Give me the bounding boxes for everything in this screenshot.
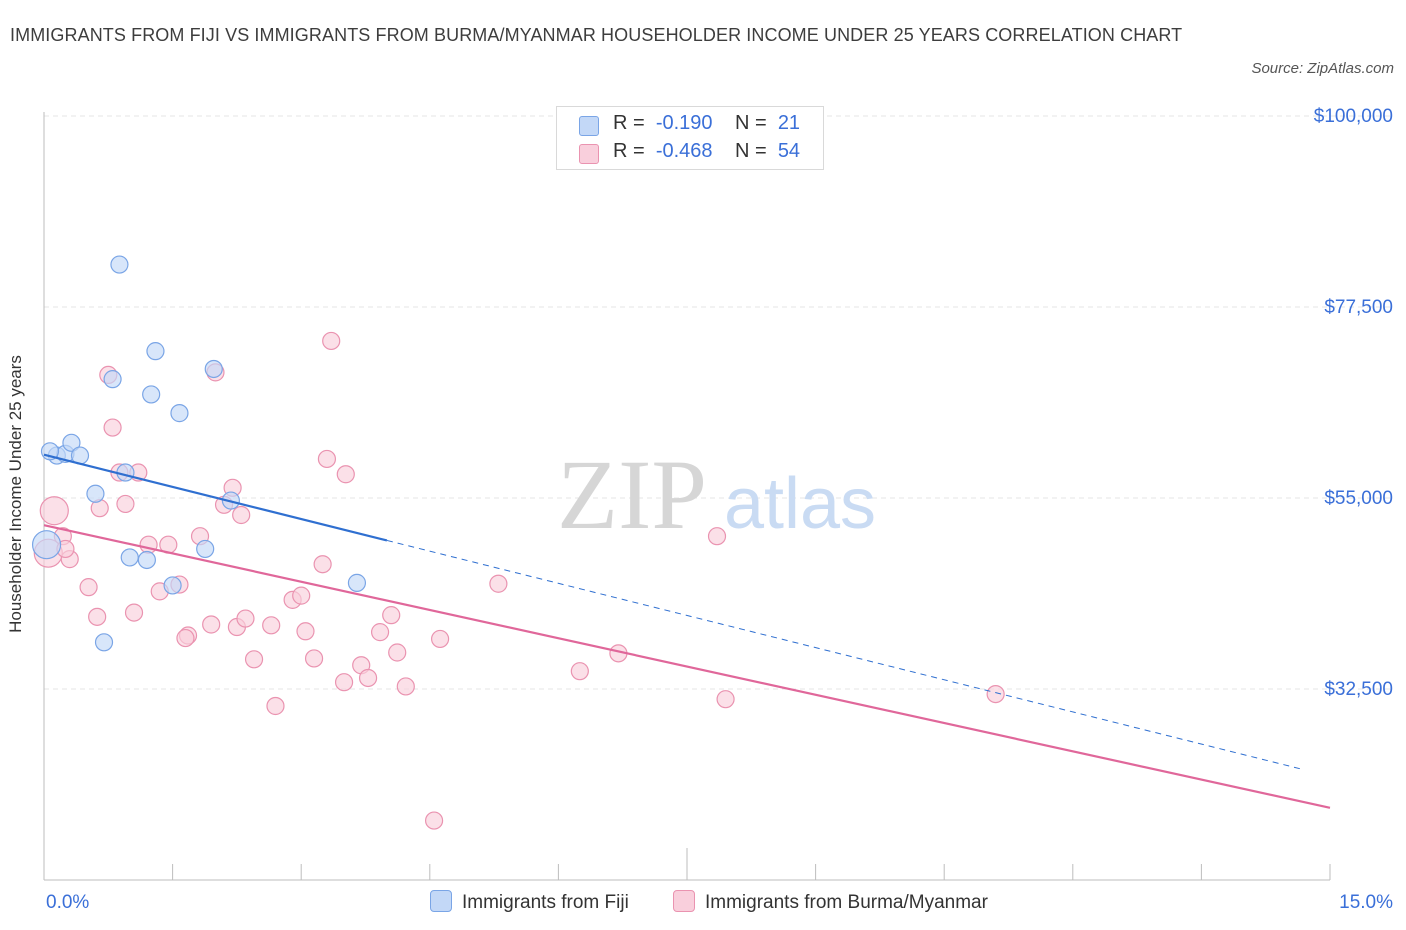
y-tick-label: $77,500 <box>1324 297 1393 318</box>
watermark-layer: ZIP atlas <box>557 439 876 550</box>
point-burma-43 <box>396 677 415 696</box>
point-fiji-11 <box>137 550 156 570</box>
point-burma-32 <box>304 649 324 668</box>
point-fiji-14 <box>163 576 182 595</box>
legend-swatch-burma <box>579 144 599 164</box>
point-burma-46 <box>489 574 508 593</box>
point-burma-39 <box>358 668 378 688</box>
point-burma-4 <box>79 578 98 597</box>
point-burma-53 <box>176 628 195 648</box>
point-fiji-7 <box>103 370 122 389</box>
point-burma-51 <box>986 684 1005 704</box>
legend-r-burma: R = -0.468 <box>613 140 713 163</box>
point-burma-8 <box>103 418 122 437</box>
bottom-legend-swatch-fiji <box>430 890 452 912</box>
trend-layer <box>43 453 1331 809</box>
point-fiji-12 <box>142 385 161 404</box>
point-burma-19 <box>202 615 221 634</box>
point-burma-30 <box>292 586 311 605</box>
point-burma-25 <box>236 609 255 628</box>
y-tick-label: $32,500 <box>1324 679 1393 700</box>
point-fiji-17 <box>204 359 223 379</box>
watermark-zip: ZIP <box>557 439 707 550</box>
point-burma-40 <box>370 623 390 642</box>
legend-r-value-burma: -0.468 <box>655 140 713 162</box>
legend-r-fiji: R = -0.190 <box>613 112 713 135</box>
point-burma-41 <box>382 606 401 625</box>
point-burma-49 <box>707 527 727 546</box>
axis-layer <box>43 112 1331 881</box>
watermark-atlas: atlas <box>724 464 876 544</box>
point-burma-42 <box>388 643 407 662</box>
point-fiji-10 <box>120 548 139 567</box>
legend-swatch-fiji <box>579 116 599 136</box>
point-burma-5 <box>88 607 107 626</box>
point-burma-34 <box>317 449 337 469</box>
x-tick-label-end: 15.0% <box>1339 892 1393 913</box>
point-fiji-3 <box>62 433 81 452</box>
bottom-legend-burma: Immigrants from Burma/Myanmar <box>673 890 988 914</box>
point-fiji-8 <box>110 255 129 274</box>
legend-r-value-fiji: -0.190 <box>655 112 713 134</box>
legend-n-value-burma: 54 <box>777 140 801 162</box>
trend-extension-fiji <box>386 539 1305 771</box>
point-burma-44 <box>430 629 450 649</box>
legend-r-label-burma: R = <box>613 140 645 162</box>
x-tick-label-start: 0.0% <box>46 892 89 913</box>
point-burma-26 <box>244 650 264 669</box>
trend-line-fiji <box>43 453 388 542</box>
bottom-legend-swatch-burma <box>673 890 695 912</box>
legend-r-label-fiji: R = <box>613 112 645 134</box>
chart-title: IMMIGRANTS FROM FIJI VS IMMIGRANTS FROM … <box>10 25 1183 45</box>
point-burma-33 <box>313 555 332 574</box>
tick-label-layer: $32,500 $55,000 $77,500 $100,000 0.0% 15.0% <box>46 106 1393 913</box>
point-fiji-0 <box>31 530 62 560</box>
legend-n-value-fiji: 21 <box>777 112 801 134</box>
point-burma-24 <box>232 505 251 525</box>
bottom-legend-fiji: Immigrants from Fiji <box>430 890 629 914</box>
point-burma-27 <box>262 616 281 635</box>
point-fiji-6 <box>94 633 114 652</box>
point-burma-28 <box>266 696 285 716</box>
legend-n-burma: N = 54 <box>735 140 800 163</box>
points-layer <box>31 255 1005 830</box>
source-label: Source: ZipAtlas.com <box>1251 60 1394 77</box>
grid-layer <box>44 115 1392 690</box>
legend-n-label-burma: N = <box>735 140 767 162</box>
point-fiji-5 <box>86 484 105 503</box>
point-burma-31 <box>296 622 315 641</box>
point-burma-11 <box>124 603 144 622</box>
point-burma-10 <box>116 494 135 514</box>
point-burma-36 <box>334 673 354 692</box>
point-burma-47 <box>570 662 589 681</box>
legend-n-label-fiji: N = <box>735 112 767 134</box>
point-burma-1 <box>39 496 69 526</box>
trend-line-burma <box>43 524 1331 809</box>
point-burma-37 <box>336 465 355 484</box>
y-tick-label: $55,000 <box>1324 488 1393 509</box>
point-fiji-15 <box>170 404 189 423</box>
y-tick-label: $100,000 <box>1314 106 1393 127</box>
point-fiji-13 <box>146 342 165 361</box>
point-burma-50 <box>716 690 735 709</box>
point-fiji-19 <box>347 573 367 592</box>
point-burma-45 <box>424 811 444 830</box>
bottom-legend-label-fiji: Immigrants from Fiji <box>462 892 629 913</box>
y-axis-label: Householder Income Under 25 years <box>6 355 25 633</box>
correlation-legend: R = -0.190 N = 21 R = -0.468 N = 54 <box>556 106 824 170</box>
point-fiji-16 <box>196 539 215 559</box>
point-burma-35 <box>322 331 341 351</box>
point-burma-13 <box>139 535 158 554</box>
legend-n-fiji: N = 21 <box>735 112 800 135</box>
bottom-legend-label-burma: Immigrants from Burma/Myanmar <box>705 892 988 913</box>
